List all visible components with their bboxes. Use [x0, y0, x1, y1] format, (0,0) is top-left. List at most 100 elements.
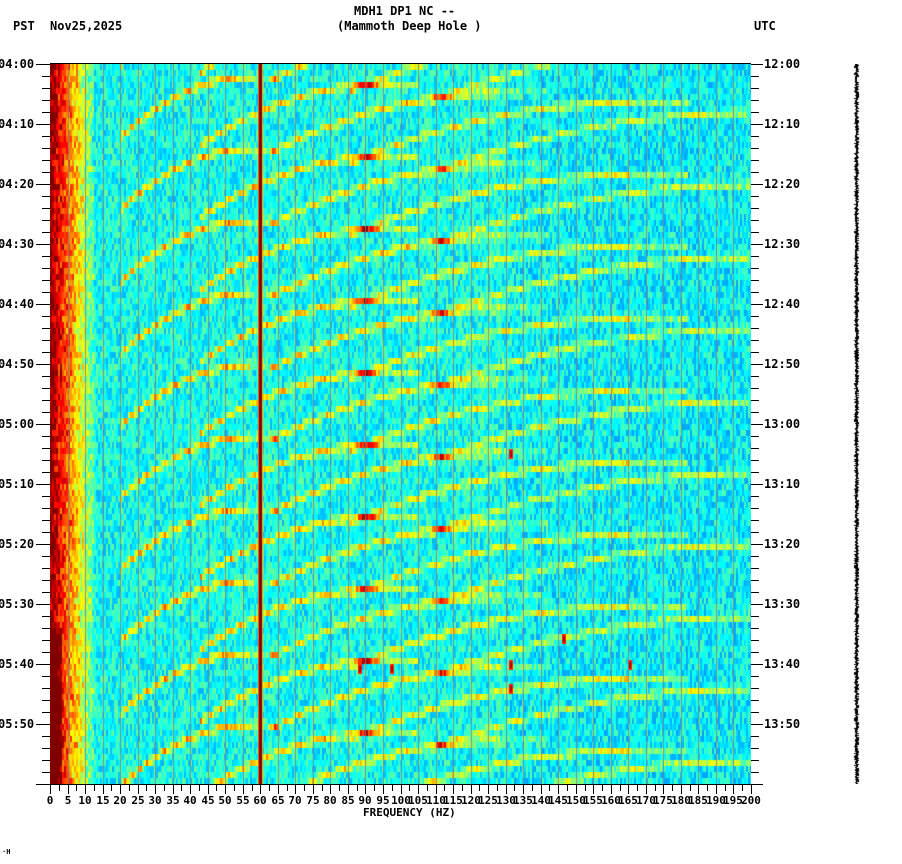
x-tick: [549, 784, 550, 791]
y-tick-label-pst: 05:10: [0, 477, 35, 491]
x-tick: [164, 784, 165, 791]
x-tick: [725, 784, 726, 791]
x-tick-label: 135: [513, 794, 533, 807]
y-tick-left: [42, 760, 50, 761]
y-tick-right: [751, 352, 759, 353]
y-tick-left: [42, 112, 50, 113]
x-tick: [523, 784, 524, 794]
y-tick-right: [751, 520, 759, 521]
y-tick-right: [751, 664, 763, 665]
x-tick: [216, 784, 217, 791]
y-tick-left: [42, 160, 50, 161]
x-tick: [558, 784, 559, 794]
y-tick-right: [751, 256, 759, 257]
y-tick-label-pst: 05:00: [0, 417, 35, 431]
x-tick-label: 60: [253, 794, 267, 807]
y-tick-left: [42, 508, 50, 509]
y-tick-right: [751, 676, 759, 677]
y-tick-right: [751, 460, 759, 461]
y-tick-right: [751, 616, 759, 617]
y-tick-right: [751, 268, 759, 269]
y-tick-right: [751, 496, 759, 497]
x-tick-label: 35: [166, 794, 180, 807]
y-tick-left: [36, 664, 50, 665]
site-name: (Mammoth Deep Hole ): [337, 19, 482, 33]
x-tick: [681, 784, 682, 794]
x-tick: [295, 784, 296, 794]
x-tick-label: 55: [236, 794, 250, 807]
x-tick-label: 160: [601, 794, 621, 807]
x-tick-label: 130: [496, 794, 516, 807]
x-tick: [348, 784, 349, 794]
x-tick: [436, 784, 437, 794]
x-tick: [225, 784, 226, 794]
x-tick-label: 185: [688, 794, 708, 807]
x-tick: [742, 784, 743, 791]
y-tick-left: [42, 376, 50, 377]
y-tick-left: [42, 712, 50, 713]
x-tick: [85, 784, 86, 794]
x-tick: [155, 784, 156, 794]
y-tick-right: [751, 580, 759, 581]
y-tick-left: [42, 628, 50, 629]
y-tick-left: [42, 580, 50, 581]
footer-mark: ·H: [2, 848, 11, 856]
y-tick-left: [36, 544, 50, 545]
y-tick-left: [42, 76, 50, 77]
plot-top-border: [50, 63, 751, 64]
x-tick-label: 50: [218, 794, 232, 807]
x-tick-label: 5: [64, 794, 72, 807]
y-tick-left: [42, 640, 50, 641]
x-tick: [733, 784, 734, 794]
y-tick-label-pst: 05:30: [0, 597, 35, 611]
x-tick-label: 30: [148, 794, 162, 807]
y-tick-left: [42, 616, 50, 617]
x-axis-title: FREQUENCY (HZ): [363, 806, 456, 819]
x-tick-label: 120: [461, 794, 481, 807]
x-tick-label: 110: [426, 794, 446, 807]
x-tick-label: 165: [618, 794, 638, 807]
y-tick-right: [751, 508, 759, 509]
y-tick-left: [42, 400, 50, 401]
y-tick-left: [42, 556, 50, 557]
y-tick-left: [42, 688, 50, 689]
y-tick-left: [36, 64, 50, 65]
x-tick: [111, 784, 112, 791]
y-tick-left: [42, 196, 50, 197]
x-tick: [243, 784, 244, 794]
y-tick-label-pst: 04:50: [0, 357, 35, 371]
y-tick-left: [42, 100, 50, 101]
x-tick: [330, 784, 331, 794]
x-tick: [322, 784, 323, 791]
y-tick-right: [751, 160, 759, 161]
x-tick: [278, 784, 279, 794]
x-tick: [506, 784, 507, 794]
x-tick-label: 195: [723, 794, 743, 807]
y-tick-right: [751, 736, 759, 737]
y-tick-label-pst: 05:20: [0, 537, 35, 551]
y-tick-right: [751, 532, 759, 533]
x-tick: [146, 784, 147, 791]
y-tick-label-pst: 04:20: [0, 177, 35, 191]
x-tick: [453, 784, 454, 794]
y-tick-left: [42, 496, 50, 497]
left-timezone-label: PST: [13, 19, 35, 33]
x-tick: [173, 784, 174, 794]
x-tick: [637, 784, 638, 791]
x-tick: [576, 784, 577, 794]
x-tick: [374, 784, 375, 791]
x-tick: [567, 784, 568, 791]
x-tick: [199, 784, 200, 791]
y-tick-right: [751, 760, 759, 761]
y-tick-right: [751, 304, 763, 305]
y-tick-left: [42, 748, 50, 749]
y-tick-label-utc: 13:00: [764, 417, 801, 431]
spectrogram-heatmap: [50, 64, 751, 784]
y-tick-left: [36, 484, 50, 485]
y-tick-right: [751, 748, 759, 749]
x-tick: [94, 784, 95, 791]
y-tick-left: [42, 388, 50, 389]
y-tick-left: [42, 292, 50, 293]
y-tick-right: [751, 556, 759, 557]
y-tick-label-utc: 12:30: [764, 237, 801, 251]
